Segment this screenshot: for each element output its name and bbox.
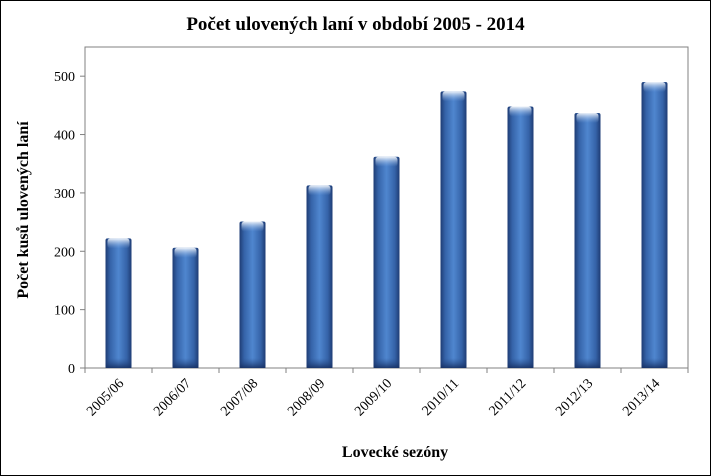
bar-base-shade bbox=[373, 358, 400, 368]
bar-highlight bbox=[375, 156, 398, 167]
y-tick-label: 100 bbox=[54, 304, 75, 319]
bar bbox=[239, 221, 266, 368]
x-tick-label: 2008/09 bbox=[285, 376, 328, 419]
bar bbox=[440, 91, 467, 369]
x-tick-label: 2005/06 bbox=[84, 376, 127, 419]
bar-highlight bbox=[442, 91, 465, 102]
bar-highlight bbox=[107, 238, 130, 249]
bar bbox=[172, 247, 199, 368]
bar-highlight bbox=[174, 247, 197, 258]
y-tick-label: 300 bbox=[54, 187, 75, 202]
bar-base-shade bbox=[306, 358, 333, 368]
bar bbox=[105, 238, 132, 368]
bar bbox=[306, 185, 333, 368]
bar-highlight bbox=[643, 82, 666, 93]
bar-base-shade bbox=[440, 358, 467, 368]
bar bbox=[641, 82, 668, 368]
x-tick-label: 2006/07 bbox=[151, 376, 194, 419]
bar bbox=[574, 112, 601, 368]
bar-base-shade bbox=[507, 358, 534, 368]
y-tick-label: 0 bbox=[68, 362, 75, 377]
bar-base-shade bbox=[239, 358, 266, 368]
bar-base-shade bbox=[172, 358, 199, 368]
bar bbox=[373, 156, 400, 368]
x-tick-label: 2007/08 bbox=[218, 376, 261, 419]
bar-highlight bbox=[576, 112, 599, 123]
bar-base-shade bbox=[641, 358, 668, 368]
bar-base-shade bbox=[105, 358, 132, 368]
x-tick-label: 2010/11 bbox=[420, 376, 463, 419]
bar-highlight bbox=[241, 221, 264, 232]
x-tick-label: 2009/10 bbox=[352, 376, 395, 419]
chart-title: Počet ulovených laní v období 2005 - 201… bbox=[186, 14, 525, 35]
y-tick-label: 500 bbox=[54, 70, 75, 85]
x-tick-label: 2012/13 bbox=[553, 376, 596, 419]
bar-base-shade bbox=[574, 358, 601, 368]
bar-highlight bbox=[308, 185, 331, 196]
bar-highlight bbox=[509, 106, 532, 117]
x-tick-label: 2011/12 bbox=[487, 376, 530, 419]
x-axis-label: Lovecké sezóny bbox=[341, 444, 449, 461]
x-tick-label: 2013/14 bbox=[620, 376, 663, 419]
bar bbox=[507, 106, 534, 368]
y-tick-label: 400 bbox=[54, 129, 75, 144]
y-tick-label: 200 bbox=[54, 245, 75, 260]
